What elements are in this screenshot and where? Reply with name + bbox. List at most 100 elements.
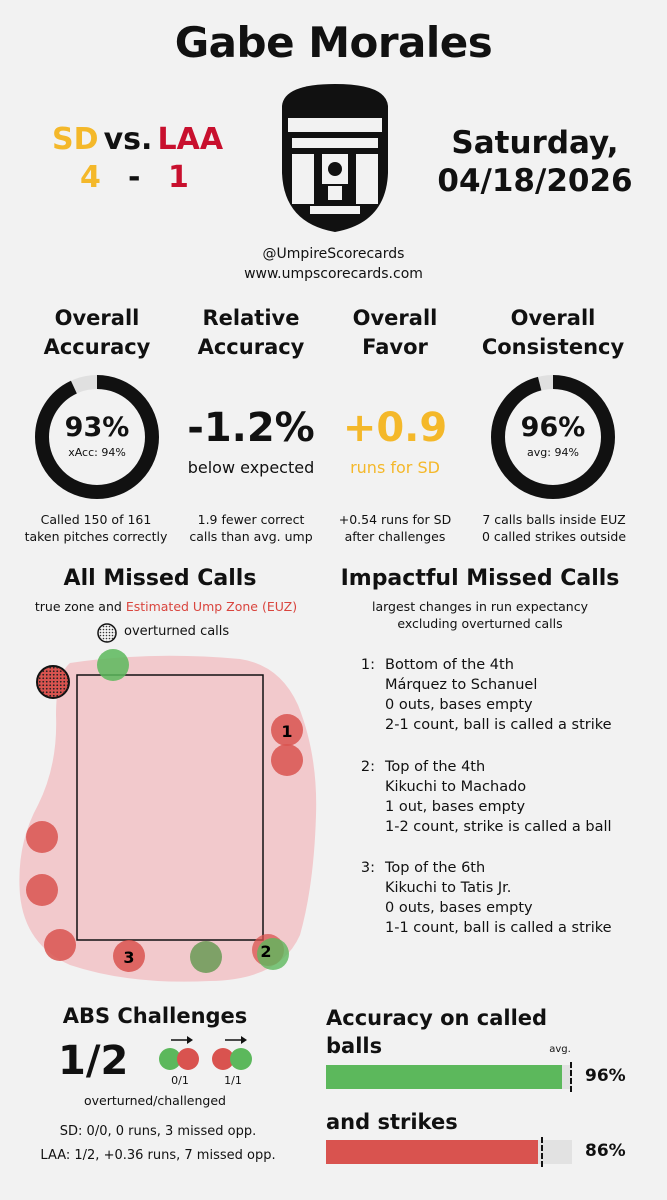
matchup: SD vs. LAA [52, 122, 252, 157]
abs-fraction: 1/2 [58, 1038, 129, 1084]
balls-avg-marker [569, 1062, 572, 1092]
avg-label: avg. [549, 1044, 571, 1055]
call-count: 1-2 count, strike is called a ball [385, 819, 612, 835]
accuracy-heading-1: Overall [54, 306, 140, 330]
strikes-avg-marker [541, 1137, 544, 1167]
call-matchup: Márquez to Schanuel [385, 677, 538, 693]
call-situation: 0 outs, bases empty [385, 900, 533, 916]
website-link[interactable]: www.umpscorecards.com [244, 266, 423, 282]
favor-note-2: after challenges [344, 529, 446, 544]
consistency-value: 96% [520, 412, 586, 443]
home-score: 1 [168, 160, 189, 195]
balls-accuracy-fill [326, 1065, 563, 1089]
away-score: 4 [80, 160, 101, 195]
accuracy-value: 93% [64, 412, 130, 443]
relative-note-1: 1.9 fewer correct [197, 512, 305, 527]
favor-note-1: +0.54 runs for SD [338, 512, 452, 527]
accuracy-strikes-heading: and strikes [326, 1110, 458, 1134]
balls-accuracy-value: 96% [585, 1066, 626, 1086]
call-details: Bottom of the 4th Márquez to Schanuel 0 … [385, 655, 612, 735]
consistency-note-2: 0 called strikes outside [481, 529, 627, 544]
missed-sub-euz: Estimated Ump Zone (EUZ) [125, 599, 298, 614]
call-matchup: Kikuchi to Machado [385, 779, 527, 795]
consistency-heading-2: Consistency [481, 335, 625, 359]
accuracy-xacc: xAcc: 94% [68, 446, 126, 459]
game-date: Saturday, 04/18/2026 [415, 124, 655, 200]
accuracy-note-2: taken pitches correctly [24, 529, 168, 544]
relative-note: 1.9 fewer correct calls than avg. ump [176, 511, 326, 545]
missed-call-dot [44, 929, 76, 961]
relative-heading-1: Relative [202, 306, 300, 330]
call-inning: Top of the 6th [385, 860, 486, 876]
abs-sd-summary: SD: 0/0, 0 runs, 3 missed opp. [59, 1124, 257, 1139]
missed-call-dot [26, 874, 58, 906]
favor-sub: runs for SD [350, 458, 440, 477]
consistency-donut [491, 375, 615, 499]
impactful-call-2: 2: Top of the 4th Kikuchi to Machado 1 o… [345, 757, 655, 837]
score-separator: - [128, 160, 141, 195]
strikes-accuracy-fill [326, 1140, 538, 1164]
relative-sub: below expected [187, 458, 315, 477]
call-situation: 0 outs, bases empty [385, 697, 533, 713]
call-situation: 1 out, bases empty [385, 799, 526, 815]
home-team: LAA [157, 122, 224, 157]
favor-note: +0.54 runs for SD after challenges [320, 511, 470, 545]
call-count: 2-1 count, ball is called a strike [385, 717, 612, 733]
euz-region [19, 655, 317, 982]
missed-call-dot [26, 821, 58, 853]
consistency-note: 7 calls balls inside EUZ 0 called strike… [466, 511, 642, 545]
missed-call-dot [271, 744, 303, 776]
consistency-ring [491, 375, 615, 499]
accuracy-heading: Overall Accuracy [22, 304, 172, 362]
impactful-call-1: 1: Bottom of the 4th Márquez to Schanuel… [345, 655, 655, 735]
accuracy-heading-line-1: Accuracy on called [326, 1006, 548, 1030]
relative-heading-2: Accuracy [197, 335, 305, 359]
overturned-miss-pattern [37, 666, 69, 698]
accuracy-balls-heading: Accuracy on called balls [326, 1004, 586, 1060]
overturned-call-dot [97, 649, 129, 681]
missed-calls-subtitle: true zone and Estimated Ump Zone (EUZ) [0, 598, 332, 615]
twitter-handle[interactable]: @UmpireScorecards [262, 246, 405, 262]
accuracy-note: Called 150 of 161 taken pitches correctl… [8, 511, 184, 545]
accuracy-heading-line-2: balls [326, 1034, 383, 1058]
impactful-sub-2: excluding overturned calls [397, 616, 563, 631]
missed-call-dot [190, 941, 222, 973]
relative-heading: Relative Accuracy [176, 304, 326, 362]
impactful-call-3: 3: Top of the 6th Kikuchi to Tatis Jr. 0… [345, 858, 655, 938]
missed-call-dot [113, 940, 145, 972]
consistency-note-1: 7 calls balls inside EUZ [482, 512, 626, 527]
abs-home-fraction: 1/1 [224, 1074, 242, 1087]
call-details: Top of the 4th Kikuchi to Machado 1 out,… [385, 757, 612, 837]
vs-label: vs. [103, 122, 153, 157]
consistency-heading: Overall Consistency [470, 304, 636, 362]
relative-value: -1.2% [187, 405, 315, 451]
abs-title: ABS Challenges [62, 1004, 248, 1028]
accuracy-heading-2: Accuracy [43, 335, 151, 359]
missed-sub-prefix: true zone and [34, 599, 126, 614]
impact-label-2: 2 [260, 942, 271, 961]
call-inning: Bottom of the 4th [385, 657, 514, 673]
impactful-subtitle: largest changes in run expectancy exclud… [325, 598, 635, 632]
balls-accuracy-bar [326, 1062, 572, 1092]
missed-calls-plot: 1 2 3 [19, 649, 317, 982]
call-inning: Top of the 4th [385, 759, 486, 775]
impactful-title: Impactful Missed Calls [340, 566, 620, 591]
strikes-accuracy-value: 86% [585, 1141, 626, 1161]
call-count: 1-1 count, ball is called a strike [385, 920, 612, 936]
impact-label-3: 3 [123, 948, 134, 967]
call-number: 1: [360, 657, 375, 673]
favor-value: +0.9 [342, 405, 448, 451]
favor-heading-1: Overall [352, 306, 438, 330]
consistency-avg: avg: 94% [527, 446, 579, 459]
call-matchup: Kikuchi to Tatis Jr. [385, 880, 512, 896]
date-weekday: Saturday, [451, 125, 619, 161]
overturned-call-dot [257, 938, 289, 970]
umpire-name: Gabe Morales [174, 18, 493, 67]
umpire-mask-icon [282, 84, 388, 232]
social-links: @UmpireScorecards www.umpscorecards.com [200, 244, 467, 284]
abs-challenge-icons [159, 1036, 252, 1070]
overturned-legend-icon [97, 623, 117, 643]
abs-away-fraction: 0/1 [171, 1074, 189, 1087]
accuracy-donut [35, 375, 159, 499]
relative-note-2: calls than avg. ump [189, 529, 313, 544]
